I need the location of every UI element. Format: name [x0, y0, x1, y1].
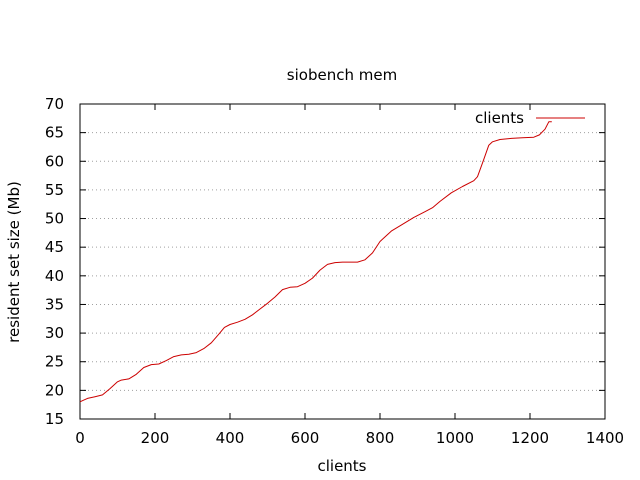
y-tick-label: 50 [45, 210, 64, 228]
x-tick-label: 600 [291, 429, 320, 447]
y-tick-label: 40 [45, 267, 64, 285]
legend-label: clients [475, 109, 524, 127]
x-axis-title: clients [317, 457, 366, 475]
x-tick-label: 200 [141, 429, 170, 447]
plot-frame [79, 103, 606, 420]
x-tick-label: 800 [366, 429, 395, 447]
y-axis-title: resident set size (Mb) [5, 181, 23, 343]
series-line-clients [79, 121, 552, 403]
y-tick-label: 20 [45, 381, 64, 399]
axis-ticks [79, 103, 606, 420]
x-tick-label: 400 [216, 429, 245, 447]
y-axis-tick-labels: 15 20 25 30 35 40 45 50 55 60 65 70 [45, 95, 64, 428]
y-tick-label: 15 [45, 410, 64, 428]
y-tick-label: 60 [45, 152, 64, 170]
y-tick-label: 45 [45, 238, 64, 256]
y-tick-label: 55 [45, 181, 64, 199]
y-tick-label: 70 [45, 95, 64, 113]
y-tick-label: 30 [45, 324, 64, 342]
x-tick-label: 1400 [586, 429, 624, 447]
y-tick-label: 35 [45, 295, 64, 313]
x-tick-label: 1200 [511, 429, 549, 447]
series-layer [79, 121, 552, 403]
chart-title: siobench mem [287, 66, 397, 84]
legend: clients [475, 109, 585, 127]
y-tick-label: 65 [45, 124, 64, 142]
grid-lines [80, 132, 605, 391]
x-tick-label: 1000 [436, 429, 474, 447]
x-tick-label: 0 [75, 429, 85, 447]
x-axis-tick-labels: 0 200 400 600 800 1000 1200 1400 [75, 429, 624, 447]
y-tick-label: 25 [45, 353, 64, 371]
